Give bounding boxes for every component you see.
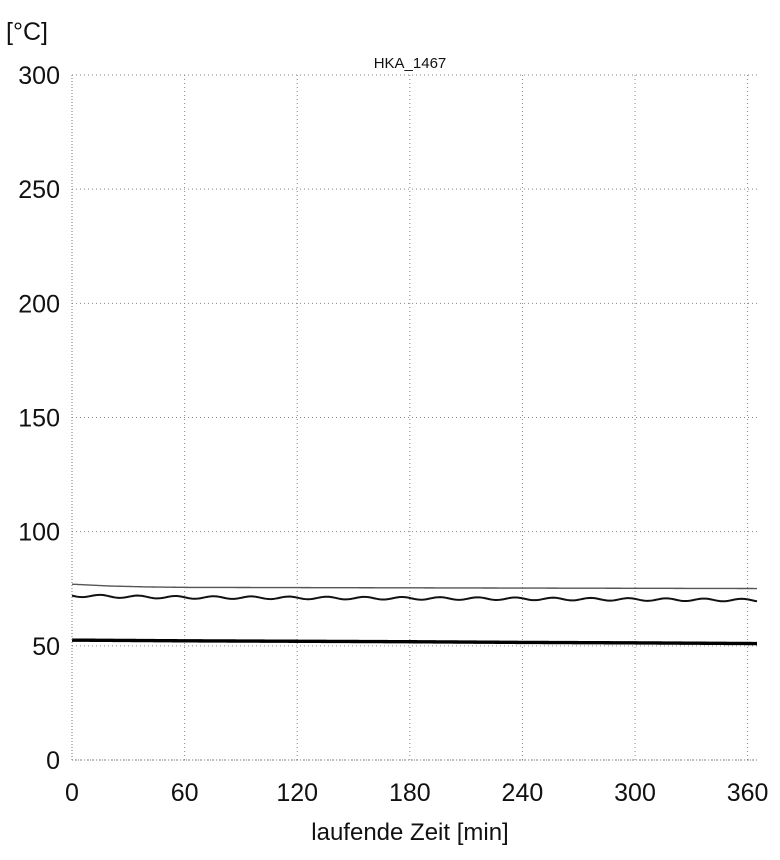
- y-tick-label: 50: [32, 633, 60, 661]
- series-line-2: [71, 593, 758, 603]
- x-tick-label: 180: [389, 779, 431, 807]
- axes: [71, 75, 757, 761]
- y-tick-label: 150: [18, 405, 60, 433]
- y-tick-label: 0: [46, 747, 60, 775]
- y-tick-label: 100: [18, 519, 60, 547]
- series-line-3: [71, 638, 758, 646]
- grid-lines: [72, 74, 757, 761]
- y-unit-label: [°C]: [6, 18, 48, 46]
- y-tick-label: 300: [18, 62, 60, 90]
- y-tick-label: 250: [18, 176, 60, 204]
- x-tick-label: 0: [65, 779, 79, 807]
- chart-title: HKA_1467: [374, 55, 447, 72]
- y-tick-label: 200: [18, 290, 60, 318]
- x-axis-label: laufende Zeit [min]: [311, 819, 508, 846]
- x-tick-label: 240: [502, 779, 544, 807]
- x-tick-label: 300: [614, 779, 656, 807]
- x-tick-label: 120: [276, 779, 318, 807]
- series-lines: [71, 583, 758, 646]
- x-tick-label: 360: [727, 779, 769, 807]
- x-tick-label: 60: [171, 779, 199, 807]
- series-line-1: [71, 583, 757, 590]
- tick-labels: 0 50 100 150 200 250 300 0 60 120 180 240 300 360: [18, 62, 768, 807]
